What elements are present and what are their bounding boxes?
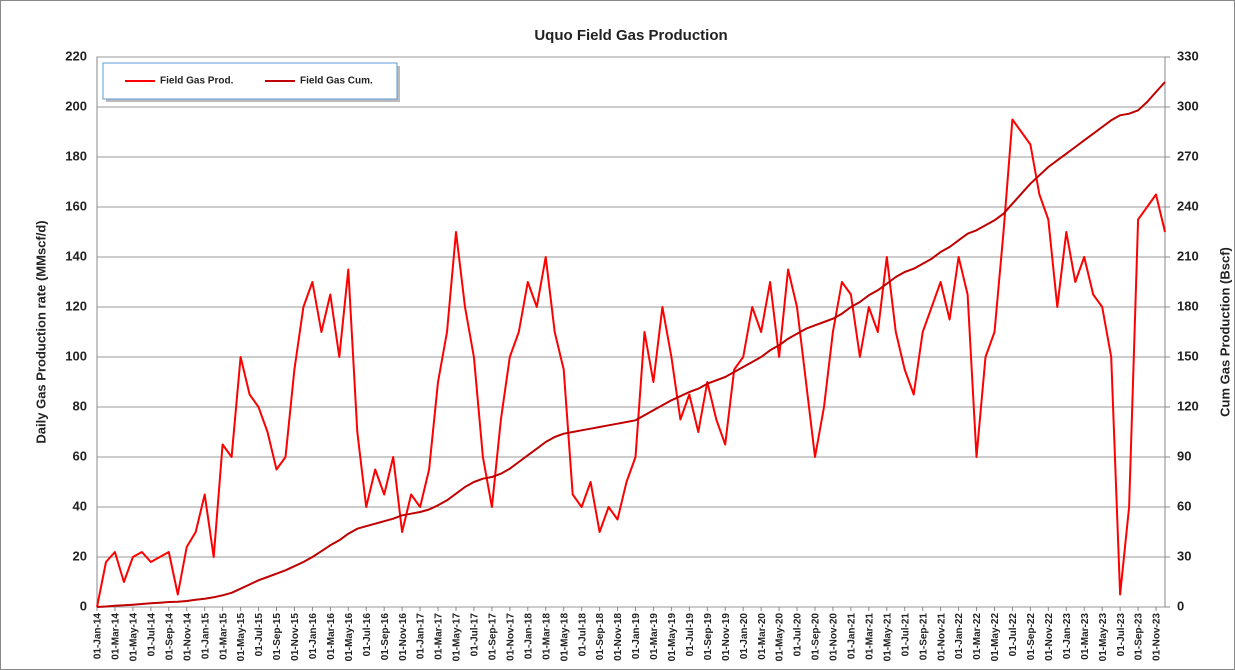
x-tick-label: 01-Jul-14	[146, 613, 157, 657]
chart-title: Uquo Field Gas Production	[534, 27, 727, 44]
x-tick-label: 01-Sep-23	[1134, 613, 1145, 661]
x-tick-label: 01-Jul-22	[1008, 613, 1019, 657]
y-axis-label: Daily Gas Production rate (MMscf/d)	[33, 220, 48, 443]
x-tick-label: 01-Nov-20	[829, 613, 840, 661]
x-tick-label: 01-Mar-23	[1080, 613, 1091, 660]
x-tick-label: 01-Jul-21	[900, 613, 911, 657]
x-tick-label: 01-Mar-20	[757, 613, 768, 660]
y2-tick-label: 0	[1177, 598, 1184, 613]
x-tick-label: 01-Nov-18	[613, 613, 624, 661]
y-tick-label: 40	[73, 498, 87, 513]
x-tick-label: 01-May-20	[775, 613, 786, 662]
y-tick-label: 220	[65, 48, 87, 63]
x-tick-label: 01-Jul-17	[470, 613, 481, 657]
y2-tick-label: 90	[1177, 448, 1191, 463]
y2-tick-label: 300	[1177, 98, 1199, 113]
x-tick-label: 01-Jan-19	[631, 613, 642, 660]
y-tick-label: 160	[65, 198, 87, 213]
y-tick-label: 20	[73, 548, 87, 563]
x-tick-label: 01-Jan-14	[93, 613, 104, 660]
x-tick-label: 01-Mar-19	[649, 613, 660, 660]
y-tick-label: 100	[65, 348, 87, 363]
x-tick-label: 01-Nov-16	[398, 613, 409, 661]
x-tick-label: 01-Jul-19	[685, 613, 696, 657]
x-tick-label: 01-Nov-15	[290, 613, 301, 661]
x-tick-label: 01-Jan-21	[847, 613, 858, 660]
series-line	[96, 118, 1166, 608]
y2-axis-label: Cum Gas Production (Bscf)	[1217, 247, 1232, 417]
x-tick-label: 01-Nov-14	[182, 613, 193, 661]
x-tick-label: 01-Jul-15	[254, 613, 265, 657]
x-tick-label: 01-May-21	[882, 613, 893, 662]
y2-tick-label: 240	[1177, 198, 1199, 213]
x-tick-label: 01-Sep-16	[380, 613, 391, 661]
x-tick-label: 01-Nov-22	[1044, 613, 1055, 661]
x-tick-label: 01-Jul-18	[577, 613, 588, 657]
x-tick-label: 01-Jan-15	[200, 613, 211, 660]
x-tick-label: 01-May-14	[129, 613, 140, 662]
x-tick-label: 01-Jan-16	[308, 613, 319, 660]
x-tick-label: 01-Nov-21	[936, 613, 947, 661]
x-tick-label: 01-Sep-22	[1026, 613, 1037, 661]
y-tick-label: 0	[80, 598, 87, 613]
y-tick-label: 120	[65, 298, 87, 313]
x-tick-label: 01-Sep-20	[811, 613, 822, 661]
x-tick-label: 01-Sep-17	[488, 613, 499, 661]
y2-tick-label: 330	[1177, 48, 1199, 63]
x-tick-label: 01-Jan-17	[416, 613, 427, 660]
y2-tick-label: 60	[1177, 498, 1191, 513]
x-tick-label: 01-Jan-23	[1062, 613, 1073, 660]
x-tick-label: 01-Mar-15	[218, 613, 229, 660]
x-tick-label: 01-Sep-19	[703, 613, 714, 661]
x-tick-label: 01-Sep-21	[918, 613, 929, 661]
x-tick-label: 01-May-19	[667, 613, 678, 662]
y-tick-label: 60	[73, 448, 87, 463]
x-tick-label: 01-Jan-18	[523, 613, 534, 660]
x-tick-label: 01-Nov-19	[721, 613, 732, 661]
y2-tick-label: 120	[1177, 398, 1199, 413]
x-tick-label: 01-Jan-22	[954, 613, 965, 660]
x-tick-label: 01-Mar-22	[972, 613, 983, 660]
y2-tick-label: 180	[1177, 298, 1199, 313]
x-tick-label: 01-Jul-16	[362, 613, 373, 657]
x-tick-label: 01-Jan-20	[739, 613, 750, 660]
x-tick-label: 01-Sep-14	[164, 613, 175, 661]
legend-label: Field Gas Prod.	[160, 76, 234, 87]
x-tick-label: 01-Jul-20	[793, 613, 804, 657]
x-tick-label: 01-Mar-14	[111, 613, 122, 660]
x-tick-label: 01-Jul-23	[1116, 613, 1127, 657]
y2-tick-label: 30	[1177, 548, 1191, 563]
y2-tick-label: 270	[1177, 148, 1199, 163]
x-tick-label: 01-Mar-16	[326, 613, 337, 660]
x-tick-label: 01-May-16	[344, 613, 355, 662]
y-tick-label: 140	[65, 248, 87, 263]
legend-label: Field Gas Cum.	[300, 76, 373, 87]
x-tick-label: 01-May-22	[990, 613, 1001, 662]
x-tick-label: 01-May-17	[452, 613, 463, 662]
x-tick-label: 01-May-18	[559, 613, 570, 662]
x-tick-label: 01-Nov-23	[1152, 613, 1163, 661]
y-tick-label: 200	[65, 98, 87, 113]
y2-tick-label: 150	[1177, 348, 1199, 363]
x-tick-label: 01-Mar-21	[864, 613, 875, 660]
x-tick-label: 01-Mar-18	[541, 613, 552, 660]
x-tick-label: 01-Sep-15	[272, 613, 283, 661]
x-tick-label: 01-Nov-17	[505, 613, 516, 661]
x-tick-label: 01-Mar-17	[434, 613, 445, 660]
y-tick-label: 180	[65, 148, 87, 163]
y2-tick-label: 210	[1177, 248, 1199, 263]
y-tick-label: 80	[73, 398, 87, 413]
x-tick-label: 01-May-15	[236, 613, 247, 662]
x-tick-label: 01-Sep-18	[595, 613, 606, 661]
series-line	[96, 81, 1166, 608]
x-tick-label: 01-May-23	[1098, 613, 1109, 662]
